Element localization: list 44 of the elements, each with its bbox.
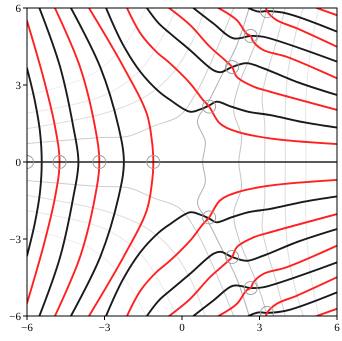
line-series [146, 228, 337, 316]
x-tick-label: −3 [98, 322, 111, 334]
line-series [27, 194, 206, 316]
line-series [126, 179, 337, 316]
line-series [105, 195, 337, 316]
line-series [247, 8, 337, 33]
line-series [262, 8, 286, 316]
point [202, 210, 216, 224]
line-series [27, 210, 178, 316]
line-series [217, 244, 337, 316]
line-series [27, 180, 234, 316]
point [146, 155, 160, 169]
line-series [146, 8, 337, 96]
point [92, 155, 106, 169]
line-series [192, 261, 337, 316]
line-series [126, 8, 337, 145]
y-tick-label: −6 [9, 310, 22, 323]
line-series [27, 8, 234, 144]
line-series [192, 8, 337, 63]
point [225, 60, 240, 74]
x-tick-label: 3 [256, 322, 263, 334]
point [244, 281, 258, 295]
line-series [197, 8, 250, 316]
y-tick-label: 3 [16, 80, 22, 92]
y-tick-label: −3 [9, 234, 22, 246]
line-series [168, 8, 337, 111]
line-series [284, 8, 304, 316]
line-series [27, 228, 146, 316]
line-series [105, 8, 337, 129]
point [244, 29, 258, 43]
line-series [27, 8, 206, 130]
line-series [305, 8, 320, 316]
line-series [27, 8, 178, 114]
line-series [247, 291, 337, 316]
y-tick-label: 0 [16, 156, 22, 169]
line-series [168, 213, 337, 316]
x-tick-label: 6 [334, 322, 340, 334]
point [225, 250, 240, 264]
point [202, 100, 216, 114]
y-tick-label: 6 [16, 2, 22, 15]
point [52, 155, 66, 169]
line-series [27, 8, 146, 96]
x-tick-label: 0 [179, 322, 186, 334]
line-series [217, 8, 337, 80]
